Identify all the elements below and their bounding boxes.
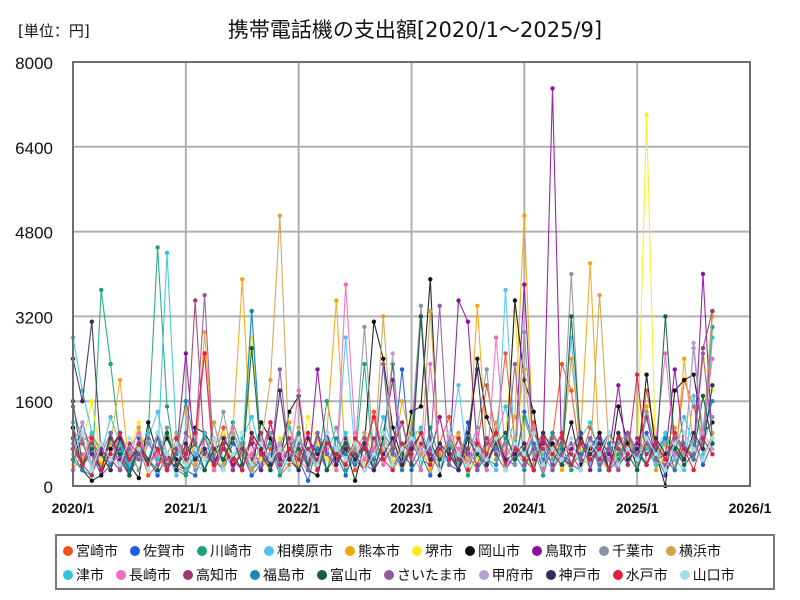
legend-dot-icon xyxy=(264,546,274,556)
y-tick-label: 6400 xyxy=(15,139,53,158)
legend-dot-icon xyxy=(63,570,73,580)
x-tick-label: 2025/1 xyxy=(616,500,659,516)
legend-label: 堺市 xyxy=(425,544,453,560)
legend-dot-icon xyxy=(130,546,140,556)
legend-item: 岡山市 xyxy=(465,540,520,562)
legend-item: 津市 xyxy=(63,564,104,586)
legend-label: 横浜市 xyxy=(679,544,721,560)
legend-dot-icon xyxy=(612,570,623,580)
legend-label: 神戸市 xyxy=(558,568,601,584)
legend-label: 佐賀市 xyxy=(143,544,185,560)
legend-item: 富山市 xyxy=(317,564,372,586)
legend-label: 相模原市 xyxy=(277,544,333,560)
legend-dot-icon xyxy=(183,570,193,580)
x-tick-label: 2024/1 xyxy=(503,500,546,516)
legend-item: 堺市 xyxy=(412,540,453,562)
legend-item: 福島市 xyxy=(250,564,305,586)
y-tick-label: 1600 xyxy=(15,393,53,412)
legend-dot-icon xyxy=(412,546,422,556)
y-tick-label: 8000 xyxy=(15,54,53,73)
legend-dot-icon xyxy=(666,546,676,556)
legend-item: 水戸市 xyxy=(612,564,668,586)
legend-item: 川崎市 xyxy=(197,540,252,562)
series-lines xyxy=(70,86,715,489)
y-tick-label: 0 xyxy=(44,478,53,497)
legend-item: 熊本市 xyxy=(345,540,400,562)
legend-dot-icon xyxy=(197,546,207,556)
legend-item: 長崎市 xyxy=(116,564,171,586)
legend-dot-icon xyxy=(679,570,690,580)
legend-dot-icon xyxy=(599,546,609,556)
legend-dot-icon xyxy=(63,546,73,556)
legend-item: 佐賀市 xyxy=(130,540,185,562)
legend-label: さいたま市 xyxy=(397,568,467,584)
series-水戸市 xyxy=(70,351,715,473)
x-tick-label: 2023/1 xyxy=(390,500,433,516)
chart-title: 携帯電話機の支出額[2020/1～2025/9] xyxy=(227,18,603,42)
x-tick-label: 2021/1 xyxy=(164,500,207,516)
legend-dot-icon xyxy=(384,570,394,580)
legend-item: 宮崎市 xyxy=(63,540,118,562)
legend-dot-icon xyxy=(116,570,126,580)
legend-item: さいたま市 xyxy=(384,564,467,586)
legend-item: 甲府市 xyxy=(478,564,534,586)
series-堺市 xyxy=(70,112,715,473)
legend-label: 川崎市 xyxy=(210,544,252,560)
axes: 0 1600 3200 4800 6400 8000 2020/1 2021/1 2022/1 2… xyxy=(15,54,771,516)
legend-label: 長崎市 xyxy=(129,568,171,584)
legend-label: 宮崎市 xyxy=(76,544,118,560)
legend-label: 岡山市 xyxy=(478,544,520,560)
legend-dot-icon xyxy=(478,570,489,580)
line-chart-plot: 0 1600 3200 4800 6400 8000 2020/1 2021/1 2022/1 2… xyxy=(15,54,771,516)
x-tick-label: 2022/1 xyxy=(277,500,320,516)
legend-item: 高知市 xyxy=(183,564,238,586)
legend-dot-icon xyxy=(532,546,542,556)
legend-label: 千葉市 xyxy=(612,544,654,560)
legend-label: 水戸市 xyxy=(625,568,668,584)
legend-label: 甲府市 xyxy=(491,568,534,584)
x-tick-label: 2026/1 xyxy=(729,500,772,516)
unit-label: [単位：円] xyxy=(18,22,90,40)
legend-label: 山口市 xyxy=(692,568,735,584)
legend-dot-icon xyxy=(465,546,475,556)
legend-dot-icon xyxy=(545,570,556,580)
legend-item: 鳥取市 xyxy=(532,540,587,562)
legend-dot-icon xyxy=(345,546,355,556)
series-山口市 xyxy=(70,430,715,473)
y-tick-label: 4800 xyxy=(15,224,53,243)
legend-label: 富山市 xyxy=(330,568,372,584)
legend-item: 山口市 xyxy=(679,564,735,586)
legend-item: 相模原市 xyxy=(264,540,333,562)
legend-label: 福島市 xyxy=(263,568,305,584)
legend-label: 熊本市 xyxy=(358,544,400,560)
chart-legend: 宮崎市 佐賀市 川崎市 相模原市 熊本市 堺市 岡山市 鳥取市 千葉市 横浜市津市 長崎市 高知市 福島… xyxy=(55,534,775,590)
legend-item: 横浜市 xyxy=(666,540,721,562)
legend-dot-icon xyxy=(317,570,327,580)
legend-item: 千葉市 xyxy=(599,540,654,562)
legend-label: 鳥取市 xyxy=(545,544,587,560)
x-tick-label: 2020/1 xyxy=(52,500,95,516)
legend-label: 津市 xyxy=(76,568,104,584)
legend-label: 高知市 xyxy=(196,568,238,584)
y-tick-label: 3200 xyxy=(15,308,53,327)
series-鳥取市 xyxy=(70,86,715,478)
legend-dot-icon xyxy=(250,570,260,580)
legend-item: 神戸市 xyxy=(545,564,601,586)
